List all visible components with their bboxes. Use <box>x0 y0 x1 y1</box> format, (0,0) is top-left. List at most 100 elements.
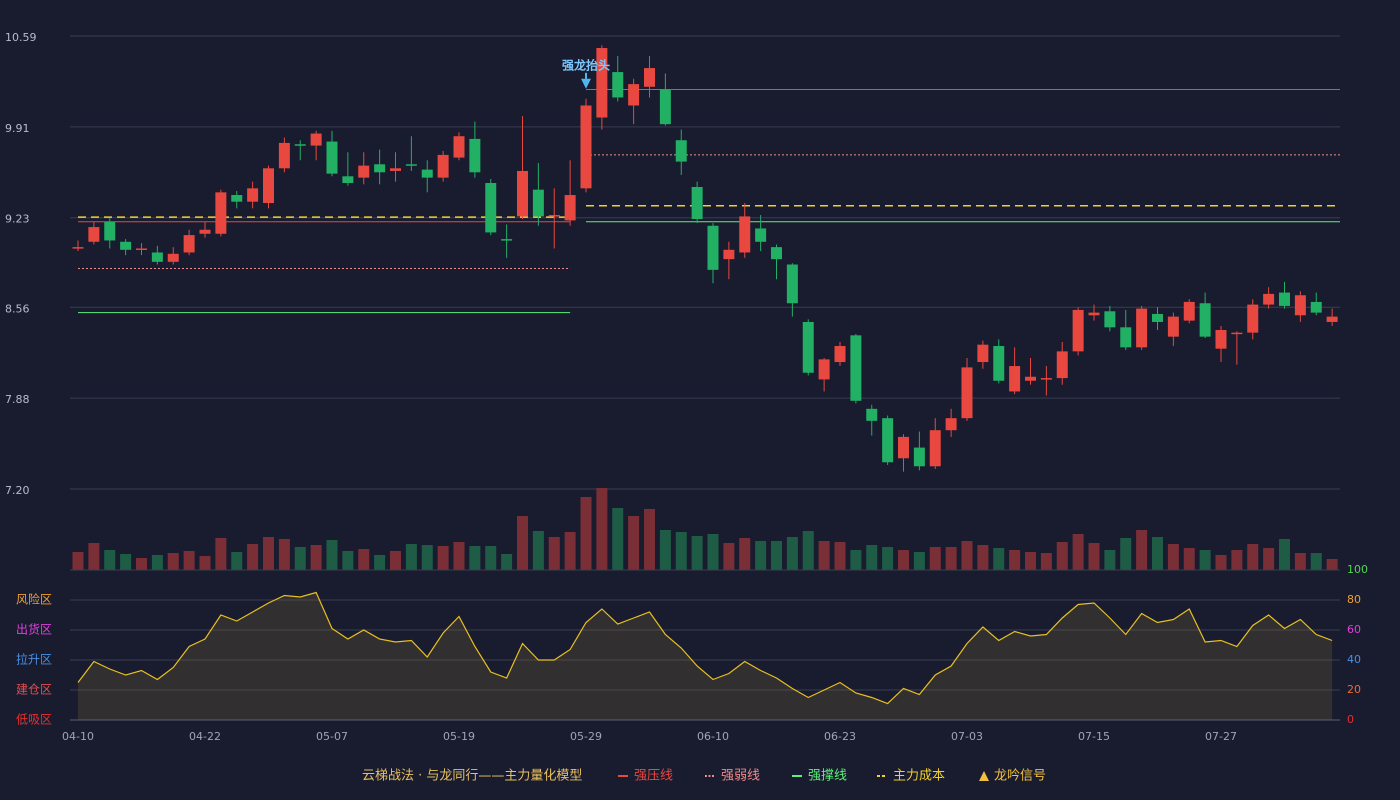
candle-body <box>310 133 322 146</box>
volume-bar <box>564 532 576 570</box>
volume-bar <box>136 558 147 570</box>
candle-body <box>1152 313 1163 322</box>
zone-label: 拉升区 <box>16 652 52 667</box>
candle-body <box>453 136 465 158</box>
candle-body <box>104 221 116 241</box>
volume-bar <box>88 543 100 570</box>
candle-body <box>1326 316 1338 322</box>
volume-bar <box>342 551 354 570</box>
volume-bar <box>278 539 290 570</box>
volume-bar <box>1025 552 1036 570</box>
volume-bar <box>1072 534 1084 570</box>
x-tick-label: 07-27 <box>1205 730 1237 743</box>
candle-body <box>136 248 147 250</box>
volume-bar <box>421 545 433 570</box>
volume-bar <box>294 547 306 570</box>
volume-bar <box>485 546 497 570</box>
candle-body <box>1199 303 1211 337</box>
candle-body <box>675 140 687 162</box>
legend-label: 强压线 <box>634 769 673 784</box>
volume-bar <box>945 547 957 570</box>
candle-body <box>913 447 925 467</box>
candle-body <box>786 264 798 304</box>
volume-bar <box>993 548 1005 570</box>
candle-body <box>834 346 846 363</box>
candle-body <box>898 436 909 459</box>
candle-body <box>437 154 449 178</box>
candle-body <box>818 359 830 380</box>
candle-body <box>644 68 655 87</box>
volume-bar <box>1294 553 1306 570</box>
x-tick-label: 06-10 <box>697 730 729 743</box>
y2-tick-label: 100 <box>1347 563 1368 576</box>
candle-body <box>374 164 386 173</box>
candle-body <box>866 408 878 421</box>
candle-body <box>517 170 528 217</box>
volume-bar <box>802 531 814 570</box>
volume-bar <box>1183 548 1195 570</box>
y2-tick-label: 20 <box>1347 683 1361 696</box>
legend-label: 强撑线 <box>808 769 847 784</box>
volume-bar <box>437 546 449 570</box>
candle-body <box>1215 329 1227 349</box>
candle-body <box>501 239 513 241</box>
volume-bar <box>580 497 592 570</box>
candle-body <box>151 252 163 262</box>
candle-body <box>1072 309 1084 352</box>
candle-body <box>1056 351 1068 379</box>
candle-body <box>771 247 782 260</box>
volume-bar <box>929 547 941 570</box>
y-tick-label: 9.91 <box>5 122 30 135</box>
volume-bar <box>215 538 227 570</box>
volume-bar <box>1167 544 1179 570</box>
volume-bar <box>405 544 417 570</box>
indicator-line <box>77 591 1333 705</box>
candle-body <box>342 176 354 183</box>
volume-bar <box>72 552 84 570</box>
candle-body <box>723 249 735 260</box>
candle-body <box>1231 332 1243 335</box>
candle-body <box>580 105 592 189</box>
volume-bar <box>469 546 481 570</box>
candle-body <box>993 346 1005 381</box>
candle-body <box>1167 316 1179 337</box>
candle-body <box>405 164 417 166</box>
zone-label: 建仓区 <box>16 683 52 697</box>
volume-bar <box>1104 550 1116 570</box>
candle-body <box>1263 293 1275 305</box>
signal-label: 强龙抬头 <box>562 57 610 72</box>
candle-body <box>199 229 211 234</box>
candle-body <box>1104 311 1116 328</box>
candle-body <box>231 195 243 202</box>
volume-bar <box>310 545 322 570</box>
volume-bar <box>1215 555 1227 570</box>
zone-label: 低吸区 <box>16 713 52 727</box>
candle-body <box>278 142 290 169</box>
volume-bar <box>1263 548 1275 570</box>
volume-bar <box>1279 539 1290 570</box>
volume-bar <box>1326 559 1338 570</box>
volume-bar <box>612 508 624 570</box>
volume-bar <box>977 545 989 570</box>
legend-title: 云梯战法 · 与龙同行——主力量化模型 <box>362 769 582 784</box>
candle-body <box>167 253 179 262</box>
volume-bar <box>786 537 798 570</box>
volume-bar <box>1152 537 1163 570</box>
candle-body <box>882 418 894 463</box>
candle-body <box>485 182 497 233</box>
volume-bar <box>707 534 719 570</box>
legend-label: 主力成本 <box>893 769 945 784</box>
volume-bar <box>548 537 560 570</box>
candle-body <box>961 367 973 419</box>
volume-bar <box>659 530 671 570</box>
candle-body <box>72 247 84 249</box>
x-tick-label: 05-07 <box>316 730 348 743</box>
candle-body <box>659 89 671 125</box>
candle-body <box>263 168 274 204</box>
volume-bar <box>167 553 179 570</box>
candle-body <box>1310 301 1322 313</box>
candle-body <box>1025 376 1036 381</box>
y2-tick-label: 0 <box>1347 713 1354 726</box>
y2-tick-label: 40 <box>1347 653 1361 666</box>
volume-bar <box>818 541 830 570</box>
